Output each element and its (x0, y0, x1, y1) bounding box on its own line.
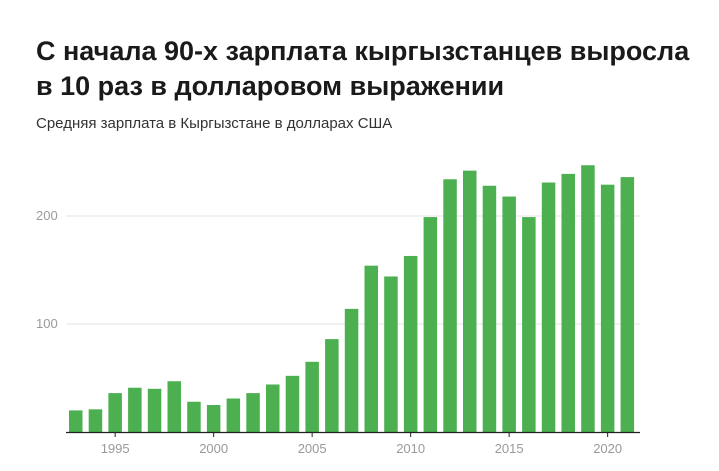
bar-1999 (187, 401, 201, 432)
bar-1997 (147, 388, 162, 432)
bar-1994 (88, 409, 103, 432)
bar-2007 (344, 308, 359, 432)
bar-1996 (128, 387, 142, 432)
bar-2014 (482, 185, 497, 432)
bar-2005 (305, 361, 319, 432)
bar-2003 (266, 384, 280, 432)
x-tick-label: 2010 (396, 441, 425, 456)
x-tick-label: 2015 (495, 441, 524, 456)
bar-2018 (561, 173, 575, 432)
bar-2013 (463, 170, 477, 432)
chart-subtitle: Средняя зарплата в Кыргызстане в доллара… (36, 115, 393, 132)
bar-2009 (384, 276, 398, 432)
bar-2010 (403, 255, 418, 432)
x-tick-label: 2020 (593, 441, 622, 456)
bar-2002 (246, 393, 260, 432)
bar-2011 (423, 217, 438, 432)
bar-2008 (364, 265, 378, 432)
bar-2000 (206, 405, 221, 432)
bars (69, 165, 635, 433)
bar-1993 (69, 410, 83, 432)
bar-2001 (226, 398, 241, 432)
chart-title: С начала 90-х зарплата кыргызстанцев выр… (36, 36, 690, 101)
y-tick-label: 100 (36, 316, 58, 331)
bar-1995 (108, 393, 122, 432)
y-tick-label: 200 (36, 208, 58, 223)
axes: 100 200 1995 2000 2005 2010 2015 2020 (36, 208, 640, 456)
bar-2019 (581, 165, 595, 433)
x-tick-label: 2005 (298, 441, 327, 456)
bar-2006 (325, 339, 339, 432)
x-tick-label: 1995 (101, 441, 130, 456)
bar-2020 (600, 184, 615, 432)
x-tick-label: 2000 (199, 441, 228, 456)
bar-2012 (443, 179, 457, 432)
bar-2004 (285, 375, 300, 432)
bar-2021 (620, 177, 635, 432)
bar-2016 (522, 217, 536, 432)
bar-2017 (541, 182, 556, 432)
bar-2015 (502, 196, 516, 432)
bar-1998 (167, 381, 181, 432)
